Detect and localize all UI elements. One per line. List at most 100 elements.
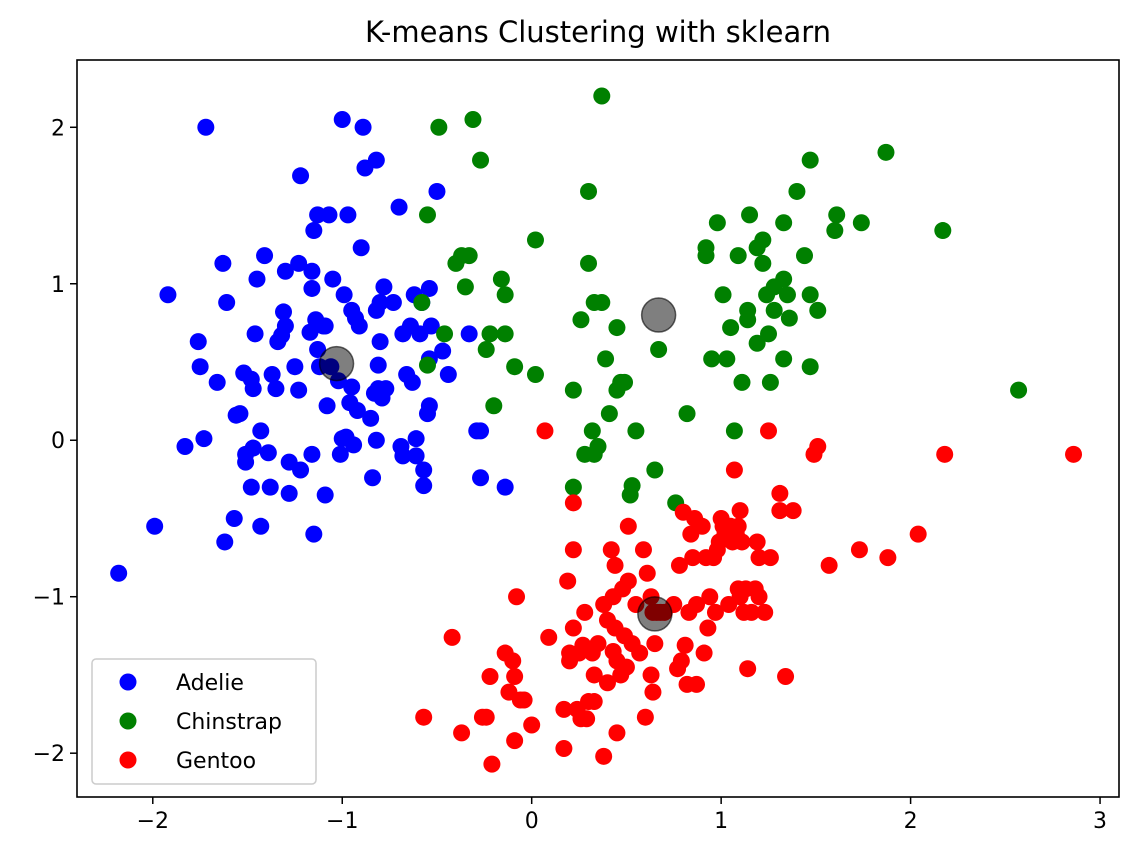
point-chinstrap — [801, 151, 819, 169]
point-gentoo — [598, 674, 616, 692]
point-adelie — [407, 447, 425, 465]
point-chinstrap — [583, 422, 601, 440]
point-adelie — [290, 254, 308, 272]
point-adelie — [472, 469, 490, 487]
point-adelie — [316, 486, 334, 504]
point-chinstrap — [801, 286, 819, 304]
point-adelie — [339, 206, 357, 224]
legend-marker-gentoo — [119, 751, 137, 769]
legend-label-chinstrap: Chinstrap — [176, 710, 282, 735]
point-chinstrap — [526, 231, 544, 249]
point-gentoo — [585, 693, 603, 711]
point-gentoo — [555, 700, 573, 718]
point-chinstrap — [754, 254, 772, 272]
point-gentoo — [602, 541, 620, 559]
point-gentoo — [670, 556, 688, 574]
point-adelie — [333, 110, 351, 128]
point-chinstrap — [526, 366, 544, 384]
point-adelie — [159, 286, 177, 304]
centroid-marker — [637, 596, 673, 632]
point-gentoo — [820, 556, 838, 574]
point-gentoo — [619, 572, 637, 590]
point-chinstrap — [788, 182, 806, 200]
point-chinstrap — [623, 477, 641, 495]
point-chinstrap — [801, 358, 819, 376]
y-tick-label: −1 — [33, 586, 65, 611]
point-adelie — [415, 477, 433, 495]
point-gentoo — [415, 708, 433, 726]
point-chinstrap — [826, 222, 844, 240]
point-gentoo — [595, 747, 613, 765]
point-adelie — [350, 317, 368, 335]
legend-marker-chinstrap — [119, 712, 137, 730]
point-chinstrap — [496, 325, 514, 343]
point-gentoo — [725, 461, 743, 479]
point-adelie — [439, 366, 457, 384]
point-adelie — [303, 279, 321, 297]
point-gentoo — [750, 588, 768, 606]
point-chinstrap — [725, 422, 743, 440]
point-gentoo — [706, 603, 724, 621]
point-adelie — [237, 453, 255, 471]
point-adelie — [371, 333, 389, 351]
point-adelie — [261, 478, 279, 496]
point-adelie — [244, 439, 262, 457]
point-gentoo — [608, 724, 626, 742]
point-gentoo — [731, 502, 749, 520]
point-chinstrap — [733, 373, 751, 391]
point-chinstrap — [796, 247, 814, 265]
point-chinstrap — [754, 231, 772, 249]
point-gentoo — [672, 652, 690, 670]
point-gentoo — [564, 494, 582, 512]
point-adelie — [252, 422, 270, 440]
point-gentoo — [771, 502, 789, 520]
point-chinstrap — [593, 294, 611, 312]
point-adelie — [496, 478, 514, 496]
point-gentoo — [523, 716, 541, 734]
point-adelie — [345, 436, 363, 454]
y-tick-label: 2 — [51, 116, 65, 141]
point-adelie — [472, 422, 490, 440]
point-gentoo — [636, 708, 654, 726]
point-adelie — [428, 182, 446, 200]
point-gentoo — [688, 596, 706, 614]
point-adelie — [303, 445, 321, 463]
point-chinstrap — [492, 270, 510, 288]
point-adelie — [367, 151, 385, 169]
point-adelie — [276, 317, 294, 335]
point-adelie — [343, 378, 361, 396]
point-adelie — [364, 469, 382, 487]
point-gentoo — [481, 668, 499, 686]
point-chinstrap — [460, 247, 478, 265]
point-gentoo — [733, 533, 751, 551]
point-gentoo — [576, 603, 594, 621]
point-chinstrap — [729, 247, 747, 265]
point-gentoo — [585, 666, 603, 684]
point-gentoo — [761, 549, 779, 567]
x-tick-label: 3 — [1093, 809, 1107, 834]
point-adelie — [292, 461, 310, 479]
point-chinstrap — [678, 405, 696, 423]
point-adelie — [292, 167, 310, 185]
point-chinstrap — [775, 350, 793, 368]
point-adelie — [305, 222, 323, 240]
point-adelie — [286, 358, 304, 376]
point-gentoo — [638, 564, 656, 582]
point-gentoo — [644, 683, 662, 701]
point-adelie — [320, 206, 338, 224]
point-chinstrap — [765, 301, 783, 319]
point-gentoo — [453, 724, 471, 742]
point-adelie — [375, 278, 393, 296]
chart-title: K-means Clustering with sklearn — [365, 15, 831, 49]
point-adelie — [146, 517, 164, 535]
cluster-centroids — [318, 297, 677, 632]
x-tick-label: 0 — [525, 809, 539, 834]
point-adelie — [197, 118, 215, 136]
point-gentoo — [784, 502, 802, 520]
point-gentoo — [777, 668, 795, 686]
x-tick-label: 2 — [904, 809, 918, 834]
centroid-marker — [318, 345, 355, 382]
point-adelie — [377, 380, 395, 398]
point-gentoo — [1065, 445, 1083, 463]
point-adelie — [189, 333, 207, 351]
